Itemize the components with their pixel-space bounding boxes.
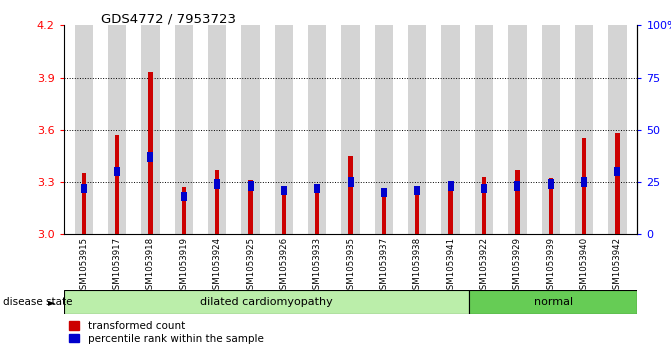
Bar [74,25,93,234]
Bar [615,133,619,234]
Bar [208,25,226,234]
Bar [242,25,260,234]
Text: GSM1053926: GSM1053926 [279,237,289,295]
Bar [248,182,254,191]
Text: GSM1053935: GSM1053935 [346,237,355,295]
Text: GSM1053940: GSM1053940 [580,237,588,295]
Text: GSM1053922: GSM1053922 [480,237,488,295]
Bar [348,156,353,234]
Text: GSM1053919: GSM1053919 [179,237,189,295]
Bar [515,182,521,191]
Bar [180,192,187,201]
Bar [342,25,360,234]
Text: GSM1053929: GSM1053929 [513,237,522,295]
Bar [375,25,393,234]
Bar [408,25,427,234]
Bar [82,173,86,234]
Text: ►: ► [48,297,56,307]
Bar [282,189,286,234]
Bar [214,179,220,189]
Text: GSM1053938: GSM1053938 [413,237,422,295]
Text: GSM1053941: GSM1053941 [446,237,455,295]
Text: GSM1053925: GSM1053925 [246,237,255,295]
Bar [381,188,387,197]
Bar [174,25,193,234]
Text: dilated cardiomyopathy: dilated cardiomyopathy [200,297,333,307]
Bar [549,179,553,234]
Bar [215,170,219,234]
Bar [615,167,621,176]
Text: normal: normal [533,297,572,307]
Text: GSM1053915: GSM1053915 [79,237,89,295]
Bar [582,138,586,234]
Bar [469,290,637,314]
Bar [148,72,152,234]
Text: GSM1053924: GSM1053924 [213,237,221,295]
Bar [81,184,87,193]
Bar [541,25,560,234]
Bar [108,25,126,234]
Bar [482,177,486,234]
Bar [182,187,186,234]
Bar [415,190,419,234]
Bar [314,184,320,193]
Bar [348,177,354,187]
Bar [581,177,587,187]
Bar [64,290,469,314]
Bar [248,180,253,234]
Bar [274,25,293,234]
Bar [148,152,154,162]
Text: GSM1053933: GSM1053933 [313,237,321,295]
Bar [448,182,453,234]
Text: GSM1053917: GSM1053917 [113,237,121,295]
Bar [114,167,120,176]
Bar [548,179,554,189]
Bar [308,25,326,234]
Bar [414,185,420,195]
Bar [142,25,160,234]
Text: GSM1053918: GSM1053918 [146,237,155,295]
Bar [315,184,319,234]
Text: GSM1053939: GSM1053939 [546,237,555,295]
Bar [508,25,527,234]
Bar [481,184,487,193]
Bar [515,170,519,234]
Text: disease state: disease state [3,297,73,307]
Text: GDS4772 / 7953723: GDS4772 / 7953723 [101,13,236,26]
Bar [382,192,386,234]
Bar [448,182,454,191]
Legend: transformed count, percentile rank within the sample: transformed count, percentile rank withi… [69,321,264,344]
Bar [609,25,627,234]
Text: GSM1053942: GSM1053942 [613,237,622,295]
Bar [475,25,493,234]
Bar [115,135,119,234]
Bar [575,25,593,234]
Bar [442,25,460,234]
Bar [281,185,287,195]
Text: GSM1053937: GSM1053937 [380,237,389,295]
